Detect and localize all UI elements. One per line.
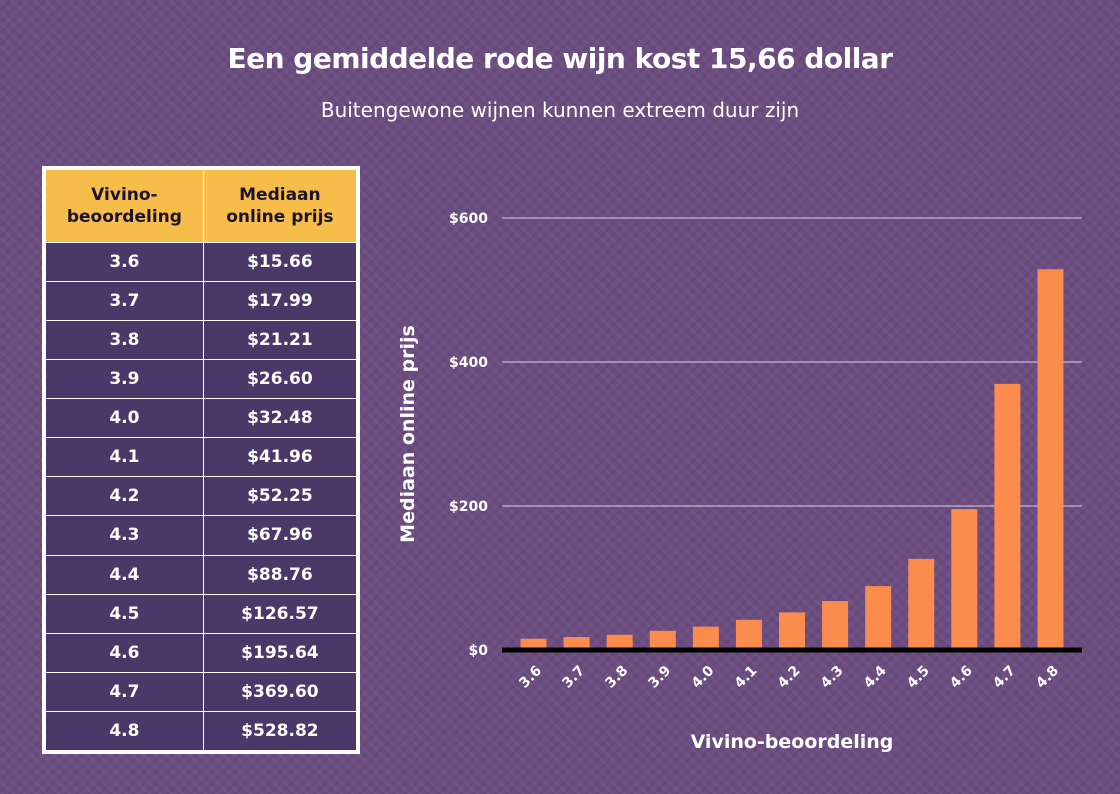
y-tick-label: $0 xyxy=(469,643,489,659)
price-cell: $32.48 xyxy=(202,398,356,439)
x-tick-label: 4.3 xyxy=(818,663,847,692)
bar-3.8 xyxy=(606,634,633,650)
x-tick-label: 3.7 xyxy=(559,663,588,692)
rating-cell: 4.8 xyxy=(46,710,204,750)
x-tick-label: 4.6 xyxy=(947,663,976,692)
table-row: 3.8 $21.21 xyxy=(46,320,356,361)
table-row: 4.5 $126.57 xyxy=(46,593,356,634)
table-row: 4.3 $67.96 xyxy=(46,515,356,556)
table-row: 3.7 $17.99 xyxy=(46,281,356,322)
rating-cell: 4.1 xyxy=(46,437,204,478)
rating-cell: 3.7 xyxy=(46,281,204,322)
price-table-grid: Vivino-beoordeling Mediaan online prijs … xyxy=(46,170,356,750)
header-price: Mediaan online prijs xyxy=(203,170,356,243)
price-cell: $195.64 xyxy=(202,632,356,673)
x-tick-label: 3.9 xyxy=(646,663,675,692)
table-row: 3.6 $15.66 xyxy=(46,241,356,283)
table-row: 4.8 $528.82 xyxy=(46,710,356,750)
price-cell: $67.96 xyxy=(202,515,356,556)
rating-cell: 4.2 xyxy=(46,476,204,517)
y-axis-title: Mediaan online prijs xyxy=(397,325,419,543)
table-row: 3.9 $26.60 xyxy=(46,359,356,400)
rating-cell: 4.5 xyxy=(46,593,204,634)
price-cell: $41.96 xyxy=(202,437,356,478)
x-tick-label: 4.4 xyxy=(861,663,890,692)
bar-4.1 xyxy=(735,619,762,650)
x-tick-label: 4.7 xyxy=(990,663,1019,692)
y-tick-label: $200 xyxy=(449,499,488,515)
rating-cell: 4.3 xyxy=(46,515,204,556)
price-cell: $26.60 xyxy=(202,359,356,400)
price-cell: $17.99 xyxy=(202,281,356,322)
chart-title: Een gemiddelde rode wijn kost 15,66 doll… xyxy=(227,42,893,75)
bar-3.7 xyxy=(563,637,590,650)
bar-4.0 xyxy=(692,626,719,650)
x-tick-label: 4.2 xyxy=(775,663,804,692)
y-tick-label: $400 xyxy=(449,355,488,371)
header-rating: Vivino-beoordeling xyxy=(46,170,204,243)
rating-cell: 3.9 xyxy=(46,359,204,400)
price-cell: $126.57 xyxy=(202,593,356,634)
rating-cell: 4.7 xyxy=(46,671,204,712)
x-tick-label: 4.0 xyxy=(689,663,718,692)
price-table: Vivino-beoordeling Mediaan online prijs … xyxy=(42,166,360,754)
price-cell: $52.25 xyxy=(202,476,356,517)
table-body: 3.6 $15.66 3.7 $17.99 3.8 $21.21 3.9 $26.60 4.0 $… xyxy=(46,241,356,750)
x-axis-title: Vivino-beoordeling xyxy=(691,731,894,753)
bar-4.4 xyxy=(865,586,892,650)
bar-4.2 xyxy=(779,612,805,650)
price-cell: $369.60 xyxy=(202,671,356,712)
table-row: 4.0 $32.48 xyxy=(46,398,356,439)
price-cell: $15.66 xyxy=(202,241,356,283)
table-header-row: Vivino-beoordeling Mediaan online prijs xyxy=(46,170,356,243)
x-tick-label: 4.5 xyxy=(904,663,933,692)
x-tick-label: 4.1 xyxy=(732,663,761,692)
bar-chart: $0 $200 $400 $600 3.6 3.7 3.8 3.9 4.0 4.1 4.2 4.3 4.… xyxy=(397,211,1082,753)
table-row: 4.6 $195.64 xyxy=(46,632,356,673)
rating-cell: 3.6 xyxy=(46,241,204,283)
price-cell: $21.21 xyxy=(202,320,356,361)
table-row: 4.7 $369.60 xyxy=(46,671,356,712)
bar-4.6 xyxy=(951,509,978,650)
x-tick-label: 3.8 xyxy=(602,663,631,692)
rating-cell: 3.8 xyxy=(46,320,204,361)
price-cell: $88.76 xyxy=(202,554,356,595)
table-row: 4.4 $88.76 xyxy=(46,554,356,595)
rating-cell: 4.6 xyxy=(46,632,204,673)
price-cell: $528.82 xyxy=(202,710,356,750)
bar-3.6 xyxy=(520,638,547,650)
rating-cell: 4.4 xyxy=(46,554,204,595)
chart-subtitle: Buitengewone wijnen kunnen extreem duur … xyxy=(320,98,800,122)
table-row: 4.2 $52.25 xyxy=(46,476,356,517)
rating-cell: 4.0 xyxy=(46,398,204,439)
bar-4.5 xyxy=(908,558,935,650)
y-tick-label: $600 xyxy=(449,211,488,227)
bar-3.9 xyxy=(649,630,676,650)
x-tick-label: 4.8 xyxy=(1033,663,1062,692)
bar-4.7 xyxy=(994,383,1021,650)
table-row: 4.1 $41.96 xyxy=(46,437,356,478)
bar-4.8 xyxy=(1037,269,1064,650)
x-tick-label: 3.6 xyxy=(516,663,545,692)
bar-4.3 xyxy=(822,601,849,650)
